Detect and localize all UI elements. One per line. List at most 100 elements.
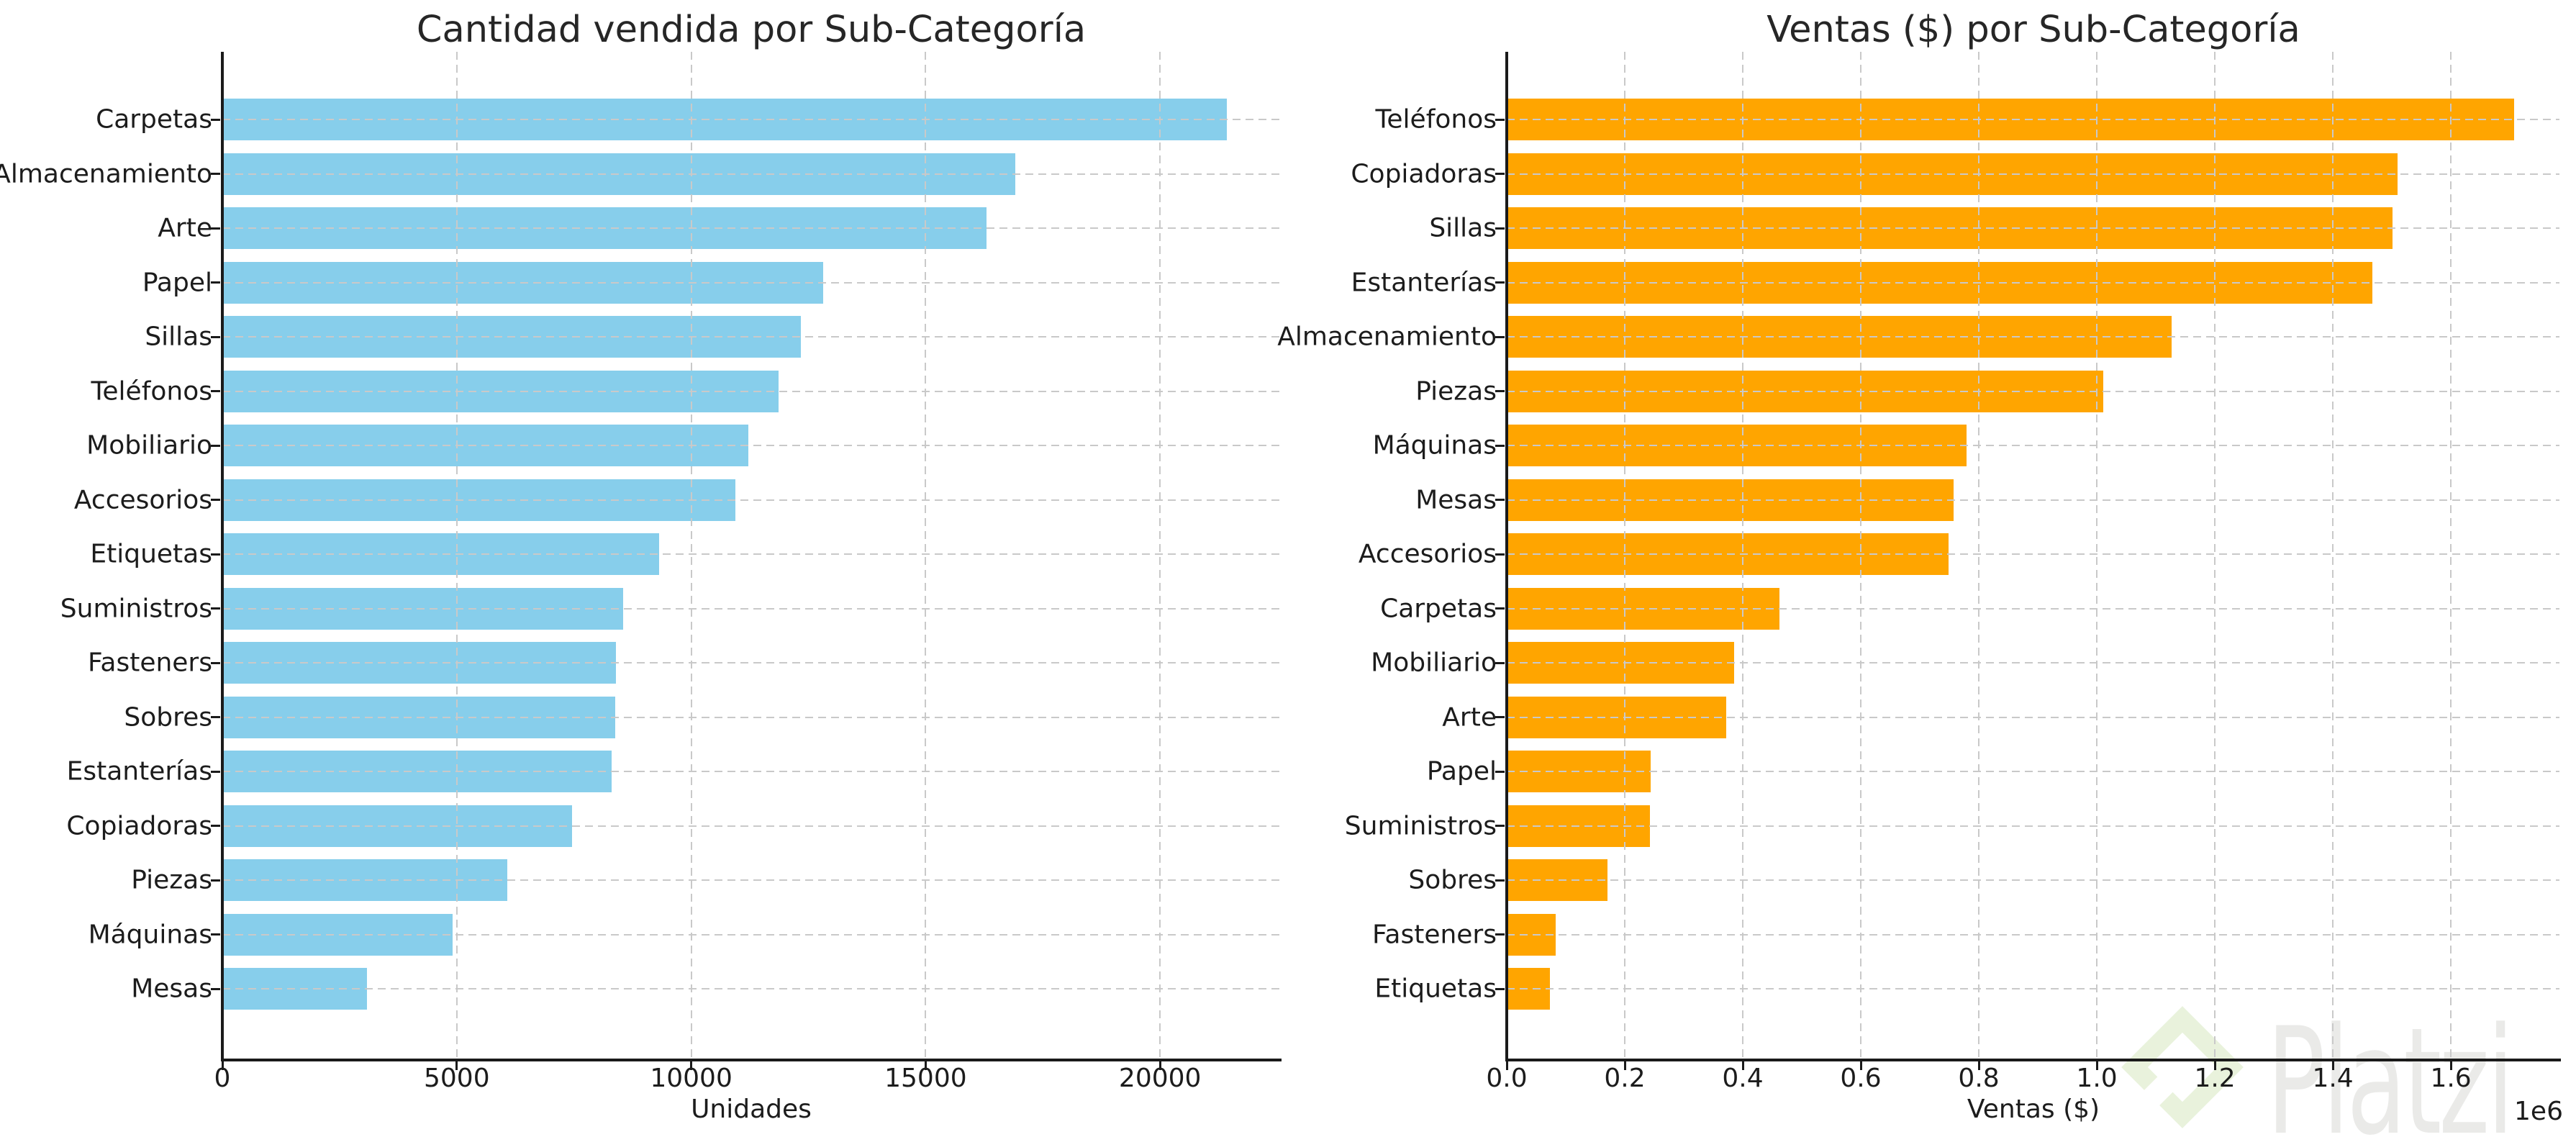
x-tick-mark bbox=[1741, 1061, 1744, 1070]
y-tick-label-Sillas: Sillas bbox=[1429, 213, 1497, 243]
y-tick-label-Teléfonos: Teléfonos bbox=[1375, 104, 1497, 135]
y-tick-mark bbox=[211, 933, 220, 936]
y-tick-label-Suministros: Suministros bbox=[60, 594, 212, 623]
x-tick-label: 0.6 bbox=[1840, 1064, 1882, 1093]
x-tick-label: 0.0 bbox=[1486, 1064, 1528, 1093]
y-axis-spine bbox=[1505, 52, 1508, 1061]
x-tick-mark bbox=[2331, 1061, 2334, 1070]
gridline-horizontal bbox=[222, 173, 1280, 175]
gridline-horizontal bbox=[1507, 336, 2559, 338]
gridline-vertical bbox=[690, 52, 692, 1059]
gridline-vertical bbox=[2450, 52, 2452, 1059]
y-tick-mark bbox=[211, 661, 220, 664]
gridline-horizontal bbox=[1507, 499, 2559, 501]
y-axis-spine bbox=[221, 52, 224, 1061]
y-tick-mark bbox=[211, 281, 220, 284]
x-tick-mark bbox=[1505, 1061, 1508, 1070]
gridline-vertical bbox=[925, 52, 927, 1059]
gridline-horizontal bbox=[222, 227, 1280, 229]
gridline-horizontal bbox=[222, 553, 1280, 555]
gridline-horizontal bbox=[1507, 662, 2559, 663]
x-tick-mark bbox=[2095, 1061, 2098, 1070]
y-tick-mark bbox=[211, 553, 220, 556]
x-tick-mark bbox=[1158, 1061, 1161, 1070]
y-tick-label-Etiquetas: Etiquetas bbox=[1374, 974, 1497, 1004]
y-tick-mark bbox=[1495, 607, 1505, 610]
gridline-horizontal bbox=[1507, 879, 2559, 881]
axis-offset-label: 1e6 bbox=[2514, 1097, 2563, 1126]
gridline-horizontal bbox=[222, 281, 1280, 284]
x-axis-spine bbox=[221, 1059, 1282, 1061]
gridline-vertical bbox=[2332, 52, 2334, 1059]
y-tick-label-Mobiliario: Mobiliario bbox=[86, 430, 212, 461]
y-tick-mark bbox=[211, 607, 220, 610]
y-tick-label-Almacenamiento: Almacenamiento bbox=[0, 159, 212, 189]
y-tick-mark bbox=[1495, 933, 1505, 936]
gridline-vertical bbox=[455, 52, 458, 1059]
gridline-horizontal bbox=[1507, 825, 2559, 827]
y-tick-mark bbox=[211, 987, 220, 990]
y-tick-mark bbox=[211, 173, 220, 175]
y-tick-mark bbox=[1495, 173, 1505, 175]
y-tick-label-Teléfonos: Teléfonos bbox=[91, 376, 212, 406]
y-tick-label-Carpetas: Carpetas bbox=[1380, 594, 1497, 623]
gridline-horizontal bbox=[222, 119, 1280, 120]
gridline-horizontal bbox=[222, 445, 1280, 446]
y-tick-mark bbox=[1495, 390, 1505, 392]
gridline-horizontal bbox=[1507, 716, 2559, 718]
y-tick-label-Accesorios: Accesorios bbox=[73, 485, 212, 515]
x-tick-mark bbox=[455, 1061, 458, 1070]
y-tick-label-Fasteners: Fasteners bbox=[87, 648, 212, 678]
y-tick-label-Carpetas: Carpetas bbox=[96, 104, 212, 135]
y-tick-label-Sobres: Sobres bbox=[124, 702, 212, 732]
y-tick-mark bbox=[1495, 879, 1505, 882]
y-tick-label-Máquinas: Máquinas bbox=[1372, 430, 1497, 461]
x-tick-mark bbox=[1859, 1061, 1862, 1070]
y-tick-mark bbox=[211, 118, 220, 121]
gridline-horizontal bbox=[222, 988, 1280, 989]
x-tick-mark bbox=[1977, 1061, 1980, 1070]
y-tick-mark bbox=[1495, 499, 1505, 501]
gridline-horizontal bbox=[1507, 607, 2559, 610]
gridline-vertical bbox=[1159, 52, 1161, 1059]
x-tick-label: 0 bbox=[214, 1064, 231, 1093]
x-tick-label: 0.2 bbox=[1604, 1064, 1646, 1093]
y-tick-label-Piezas: Piezas bbox=[131, 865, 212, 895]
x-tick-mark bbox=[2213, 1061, 2216, 1070]
y-tick-label-Almacenamiento: Almacenamiento bbox=[1277, 322, 1497, 352]
gridline-horizontal bbox=[1507, 227, 2559, 229]
y-tick-label-Suministros: Suministros bbox=[1344, 811, 1497, 841]
y-tick-label-Etiquetas: Etiquetas bbox=[90, 539, 212, 569]
y-tick-mark bbox=[1495, 281, 1505, 284]
gridline-horizontal bbox=[1507, 933, 2559, 936]
chart-title: Ventas ($) por Sub-Categoría bbox=[1767, 9, 2300, 51]
y-tick-label-Copiadoras: Copiadoras bbox=[66, 811, 212, 841]
y-tick-label-Estanterías: Estanterías bbox=[1351, 268, 1497, 297]
x-tick-label: 15000 bbox=[884, 1064, 967, 1093]
gridline-horizontal bbox=[222, 662, 1280, 663]
gridline-vertical bbox=[1624, 52, 1625, 1059]
platzi-watermark-text: Platzi bbox=[2267, 997, 2514, 1137]
y-tick-label-Máquinas: Máquinas bbox=[88, 920, 212, 949]
x-tick-label: 1.4 bbox=[2312, 1064, 2354, 1093]
x-tick-mark bbox=[1623, 1061, 1626, 1070]
gridline-horizontal bbox=[222, 499, 1280, 501]
y-tick-label-Accesorios: Accesorios bbox=[1358, 539, 1497, 569]
gridline-horizontal bbox=[1507, 119, 2559, 120]
x-tick-label: 10000 bbox=[650, 1064, 733, 1093]
y-tick-label-Copiadoras: Copiadoras bbox=[1351, 159, 1497, 189]
x-axis-label: Unidades bbox=[691, 1095, 812, 1124]
gridline-vertical bbox=[2096, 52, 2098, 1059]
gridline-horizontal bbox=[1507, 390, 2559, 392]
gridline-vertical bbox=[1978, 52, 1980, 1059]
x-axis-spine bbox=[1505, 1059, 2561, 1061]
x-tick-mark bbox=[2449, 1061, 2452, 1070]
y-tick-mark bbox=[211, 499, 220, 501]
y-tick-mark bbox=[1495, 987, 1505, 990]
y-tick-mark bbox=[211, 716, 220, 718]
x-tick-label: 0.4 bbox=[1722, 1064, 1764, 1093]
